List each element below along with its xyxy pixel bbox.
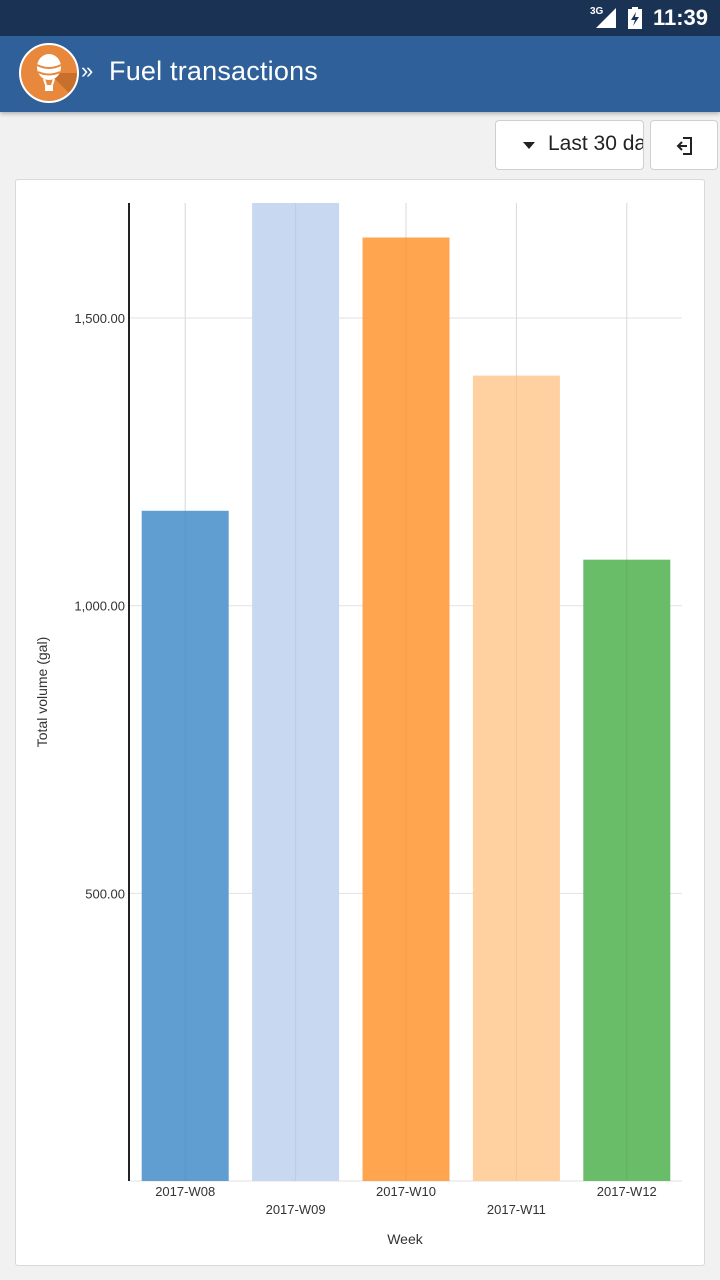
signal-icon: [596, 8, 616, 28]
status-bar: 3G 11:39: [0, 0, 720, 36]
x-tick-label: 2017-W08: [155, 1184, 215, 1199]
logout-button[interactable]: [650, 120, 718, 170]
y-tick-label: 500.00: [85, 886, 125, 901]
date-range-label: Last 30 days: [548, 132, 644, 155]
x-tick-labels: 2017-W08 2017-W09 2017-W10 2017-W11 2017-W12: [155, 1184, 657, 1217]
app-bar: » Fuel transactions: [0, 36, 720, 112]
double-chevron-right-icon[interactable]: »: [81, 58, 94, 83]
bar-2017-W10[interactable]: [362, 237, 450, 1181]
chart-bars: [141, 203, 671, 1181]
hot-air-balloon-icon[interactable]: [19, 43, 79, 103]
x-tick-label: 2017-W12: [597, 1184, 657, 1199]
battery-charging-icon: [628, 7, 642, 29]
caret-down-icon: [523, 142, 535, 149]
y-axis-label: Total volume (gal): [34, 637, 50, 748]
clock: 11:39: [652, 5, 708, 30]
bar-2017-W08[interactable]: [141, 510, 229, 1181]
bar-2017-W09[interactable]: [252, 203, 340, 1181]
bar-chart: 500.001,000.001,500.00 2017-W082017-W092…: [34, 203, 682, 1247]
chart-card: 500.00 1,000.00 1,500.00 2017-W08 2017-W09 2…: [15, 179, 705, 1266]
logout-icon: [676, 137, 692, 155]
date-range-dropdown[interactable]: Last 30 days: [495, 120, 644, 170]
network-type: 3G: [590, 6, 604, 17]
y-tick-label: 1,500.00: [74, 311, 125, 326]
x-tick-label: 2017-W11: [487, 1202, 546, 1217]
bar-2017-W12[interactable]: [583, 559, 671, 1181]
y-tick-label: 1,000.00: [74, 599, 125, 614]
x-tick-label: 2017-W10: [376, 1184, 436, 1199]
y-tick-labels: 500.00 1,000.00 1,500.00: [74, 311, 125, 901]
x-tick-label: 2017-W09: [266, 1202, 326, 1217]
bar-2017-W11[interactable]: [472, 375, 560, 1181]
page-title: Fuel transactions: [109, 56, 318, 86]
x-axis-label: Week: [387, 1231, 424, 1247]
